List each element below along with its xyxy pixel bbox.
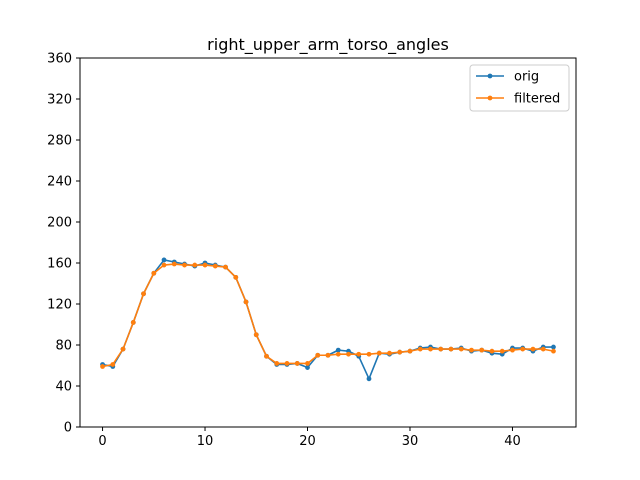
- x-tick-label: 30: [402, 434, 419, 449]
- data-point-filtered-14: [243, 299, 249, 305]
- x-tick-label: 10: [197, 434, 214, 449]
- x-tick-label: 20: [299, 434, 316, 449]
- y-tick-label: 200: [47, 216, 72, 231]
- data-point-filtered-29: [397, 349, 403, 355]
- data-point-filtered-11: [212, 263, 218, 269]
- data-point-filtered-28: [387, 350, 392, 356]
- legend-label-orig: orig: [514, 70, 539, 85]
- data-point-filtered-38: [489, 348, 495, 354]
- data-point-filtered-32: [428, 346, 433, 352]
- data-point-orig-23: [335, 347, 341, 353]
- y-tick-label: 40: [55, 380, 72, 395]
- data-point-filtered-23: [335, 351, 341, 357]
- y-tick-label: 0: [64, 421, 72, 436]
- data-point-filtered-24: [346, 351, 351, 357]
- y-tick-label: 280: [47, 134, 72, 149]
- data-point-filtered-40: [510, 347, 515, 353]
- y-tick-label: 320: [47, 93, 72, 108]
- legend-marker-orig: [487, 73, 493, 79]
- data-point-filtered-26: [366, 351, 372, 357]
- data-point-orig-20: [305, 365, 310, 370]
- data-point-filtered-5: [151, 270, 157, 276]
- y-tick-label: 160: [47, 257, 72, 272]
- data-point-filtered-19: [294, 361, 300, 366]
- data-point-filtered-25: [356, 351, 362, 357]
- data-point-filtered-37: [479, 347, 485, 353]
- data-point-orig-26: [366, 376, 372, 382]
- data-point-filtered-43: [540, 346, 546, 352]
- data-point-filtered-6: [161, 262, 167, 268]
- data-point-filtered-39: [499, 348, 505, 354]
- data-point-filtered-33: [438, 346, 444, 352]
- series-filtered: [100, 261, 556, 369]
- chart-title: right_upper_arm_torso_angles: [207, 35, 449, 55]
- data-point-filtered-35: [458, 346, 464, 352]
- data-point-filtered-20: [305, 361, 310, 366]
- y-tick-label: 240: [47, 175, 72, 190]
- data-point-filtered-21: [315, 352, 321, 358]
- legend-marker-filtered: [487, 95, 493, 101]
- data-point-filtered-41: [520, 346, 526, 352]
- data-point-orig-44: [551, 344, 556, 350]
- data-point-filtered-17: [274, 361, 280, 366]
- data-point-filtered-2: [120, 346, 126, 352]
- data-point-filtered-22: [325, 352, 331, 358]
- x-axis: 0 10 20 30 40: [98, 427, 521, 449]
- y-tick-label: 360: [47, 52, 72, 67]
- y-axis: 0 40 80 120 160 200 240 280 320 360: [47, 52, 80, 436]
- data-point-filtered-16: [264, 353, 269, 359]
- data-point-filtered-8: [182, 262, 187, 268]
- x-tick-label: 0: [98, 434, 106, 449]
- data-point-filtered-30: [407, 348, 413, 354]
- legend-label-filtered: filtered: [514, 92, 560, 107]
- data-point-filtered-15: [253, 332, 259, 338]
- data-point-orig-6: [161, 257, 167, 263]
- data-point-filtered-0: [100, 364, 105, 369]
- data-point-filtered-10: [202, 262, 208, 268]
- axes-frame: [79, 57, 577, 428]
- data-point-filtered-12: [223, 264, 228, 270]
- data-point-filtered-1: [110, 362, 116, 367]
- y-tick-label: 80: [55, 339, 72, 354]
- data-point-filtered-44: [551, 348, 556, 354]
- data-point-filtered-18: [284, 361, 290, 366]
- plot-area: [100, 257, 556, 382]
- data-point-filtered-31: [417, 346, 423, 352]
- y-tick-label: 120: [47, 298, 72, 313]
- data-point-filtered-13: [233, 274, 239, 280]
- data-point-filtered-9: [192, 262, 198, 268]
- data-point-filtered-42: [530, 346, 536, 352]
- data-point-filtered-36: [469, 347, 474, 353]
- legend: orig filtered: [469, 64, 570, 112]
- data-point-filtered-27: [376, 350, 382, 356]
- x-tick-label: 40: [504, 434, 521, 449]
- data-point-filtered-4: [141, 291, 146, 297]
- data-point-filtered-7: [171, 261, 177, 267]
- data-point-filtered-34: [448, 346, 454, 352]
- data-point-filtered-3: [130, 320, 136, 325]
